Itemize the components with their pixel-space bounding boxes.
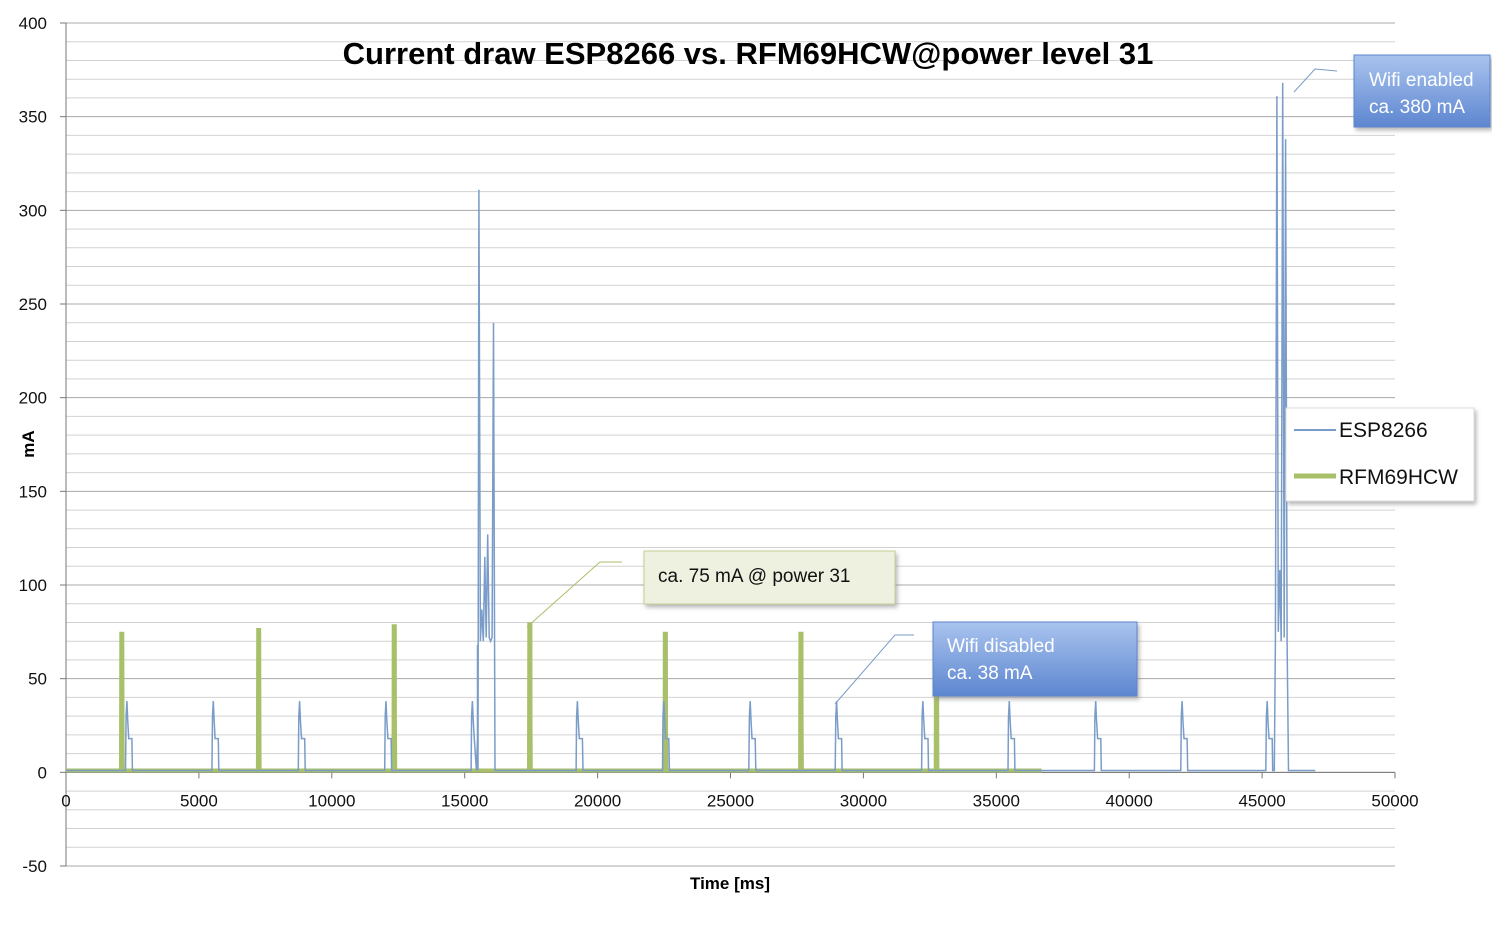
gridlines bbox=[66, 22, 1395, 867]
x-tick-label: 50000 bbox=[1371, 791, 1418, 810]
annotation-text-line1: Wifi enabled bbox=[1369, 70, 1474, 91]
x-tick-label: 25000 bbox=[707, 791, 754, 810]
y-tick-label: 100 bbox=[19, 576, 47, 595]
x-tick-label: 15000 bbox=[441, 791, 488, 810]
annotation-box bbox=[1353, 54, 1491, 128]
annotation-leader-line bbox=[526, 561, 622, 628]
y-tick-label: 350 bbox=[19, 108, 47, 127]
legend-label-esp8266: ESP8266 bbox=[1339, 419, 1428, 442]
annotation-box bbox=[932, 621, 1138, 697]
y-tick-label: 400 bbox=[19, 14, 47, 33]
y-tick-label: -50 bbox=[22, 857, 47, 876]
annotation-box bbox=[643, 550, 896, 605]
x-tick-label: 20000 bbox=[574, 791, 621, 810]
annotation-power-31: ca. 75 mA @ power 31 bbox=[526, 550, 896, 628]
x-tick-label: 10000 bbox=[308, 791, 355, 810]
legend: ESP8266 RFM69HCW bbox=[1285, 407, 1475, 502]
x-tick-label: 30000 bbox=[840, 791, 887, 810]
y-tick-label: 200 bbox=[19, 389, 47, 408]
annotation-text-line2: ca. 38 mA bbox=[947, 663, 1033, 684]
annotation-text-line1: Wifi disabled bbox=[947, 636, 1055, 657]
x-tick-label: 35000 bbox=[973, 791, 1020, 810]
y-tick-label: 250 bbox=[19, 295, 47, 314]
x-tick-labels: 0 5000 10000 15000 20000 25000 30000 35000 40000… bbox=[61, 791, 1418, 810]
y-tick-label: 300 bbox=[19, 201, 47, 220]
legend-box bbox=[1285, 407, 1475, 502]
y-tick-label: 50 bbox=[28, 670, 47, 689]
y-tick-label: 150 bbox=[19, 482, 47, 501]
chart-title: Current draw ESP8266 vs. RFM69HCW@power … bbox=[343, 36, 1154, 71]
annotation-wifi-disabled: Wifi disabled ca. 38 mA bbox=[834, 621, 1138, 705]
annotation-leader-line bbox=[834, 634, 914, 705]
legend-label-rfm69hcw: RFM69HCW bbox=[1339, 466, 1458, 489]
annotation-wifi-enabled: Wifi enabled ca. 380 mA bbox=[1293, 54, 1491, 128]
x-tick-label: 40000 bbox=[1106, 791, 1153, 810]
series-line-esp8266 bbox=[66, 82, 1316, 772]
y-tick-labels: -50 0 50 100 150 200 250 300 350 400 bbox=[19, 14, 47, 876]
x-tick-label: 5000 bbox=[180, 791, 218, 810]
annotation-text-line2: ca. 380 mA bbox=[1369, 97, 1465, 118]
x-axis-title: Time [ms] bbox=[690, 874, 770, 893]
annotation-leader-line bbox=[1293, 68, 1338, 93]
y-tick-label: 0 bbox=[38, 763, 47, 782]
annotation-text: ca. 75 mA @ power 31 bbox=[658, 566, 851, 587]
y-axis-title: mA bbox=[19, 430, 38, 457]
x-tick-label: 45000 bbox=[1238, 791, 1285, 810]
x-tick-label: 0 bbox=[61, 791, 70, 810]
